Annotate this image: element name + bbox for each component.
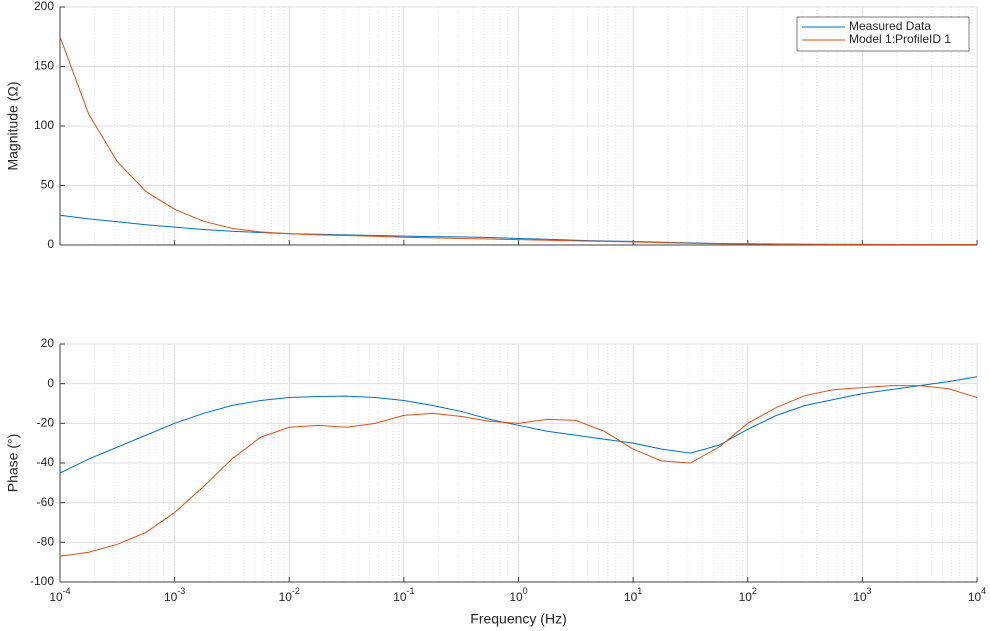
x-tick-exp: -1 (407, 586, 415, 596)
x-tick-base: 10 (164, 590, 178, 604)
legend-label: Model 1:ProfileID 1 (849, 32, 951, 46)
y-tick-label: 0 (47, 376, 54, 390)
y-axis-label: Phase (°) (5, 434, 21, 493)
y-tick-label: 50 (41, 178, 55, 192)
y-axis-label: Magnitude (Ω) (5, 81, 21, 170)
x-tick-label: 102 (739, 586, 757, 604)
data-line (59, 385, 978, 557)
y-tick-label: -60 (37, 495, 55, 509)
x-tick-label: 10-4 (49, 586, 70, 604)
x-tick-exp: 0 (523, 586, 528, 596)
legend-box (796, 16, 970, 52)
y-tick-label: 0 (47, 237, 54, 251)
x-tick-exp: -3 (177, 586, 185, 596)
x-tick-base: 10 (49, 590, 63, 604)
x-tick-base: 10 (624, 590, 638, 604)
x-tick-label: 10-3 (164, 586, 185, 604)
x-tick-label: 10-1 (393, 586, 414, 604)
x-tick-exp: 3 (867, 586, 872, 596)
x-tick-base: 10 (509, 590, 523, 604)
data-line (59, 36, 977, 245)
x-axis-label: Frequency (Hz) (470, 611, 566, 627)
x-tick-base: 10 (968, 590, 982, 604)
y-tick-label: 200 (34, 0, 54, 13)
y-tick-label: -100 (30, 574, 54, 588)
x-tick-base: 10 (279, 590, 293, 604)
x-tick-exp: -2 (292, 586, 300, 596)
x-tick-exp: 4 (981, 586, 986, 596)
y-tick-label: 100 (34, 118, 54, 132)
y-tick-label: -20 (37, 416, 55, 430)
x-tick-label: 10-2 (279, 586, 300, 604)
x-tick-exp: 1 (637, 586, 642, 596)
legend-label: Measured Data (849, 19, 931, 33)
x-tick-exp: 2 (752, 586, 757, 596)
y-tick-label: -40 (37, 455, 55, 469)
data-line (59, 376, 978, 474)
x-tick-label: 101 (624, 586, 642, 604)
x-tick-base: 10 (853, 590, 867, 604)
y-tick-label: 150 (34, 59, 54, 73)
y-tick-label: 20 (41, 336, 55, 350)
x-tick-label: 100 (509, 586, 527, 604)
x-tick-label: 103 (853, 586, 871, 604)
x-tick-exp: -4 (63, 586, 71, 596)
x-tick-label: 104 (968, 586, 986, 604)
x-tick-base: 10 (739, 590, 753, 604)
y-tick-label: -80 (37, 535, 55, 549)
x-tick-base: 10 (393, 590, 407, 604)
